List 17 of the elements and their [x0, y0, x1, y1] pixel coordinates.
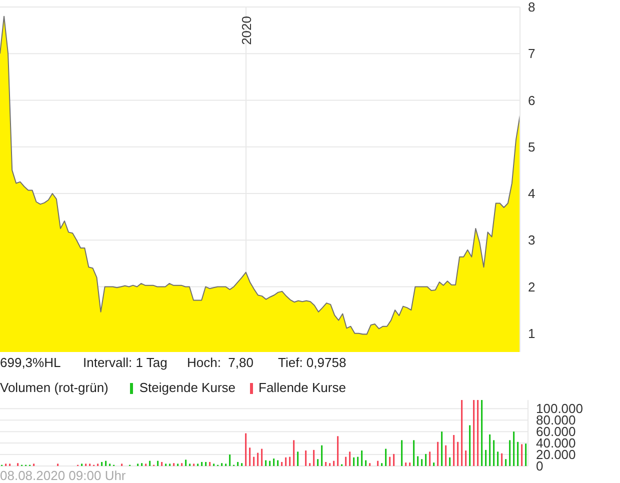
y-tick-label: 6	[528, 92, 536, 108]
y-tick-label: 2	[528, 279, 536, 294]
y-tick-label: 4	[528, 186, 536, 202]
y-tick-label: 3	[528, 232, 536, 248]
text: 08.08.2020 09:00 Uhr	[0, 468, 126, 483]
x-tick-label: 2020	[238, 16, 254, 45]
text: 699,3%HL	[0, 355, 61, 370]
legend-label: Steigende Kurse	[139, 380, 236, 395]
text: Intervall: 1 Tag	[83, 355, 168, 370]
text: Tief: 0,9758	[278, 355, 346, 370]
text: Hoch: 7,80	[187, 355, 254, 370]
y-tick-label: 5	[528, 139, 536, 154]
legend-title: Volumen (rot-grün)	[0, 380, 108, 395]
y-tick-label: 7	[528, 46, 536, 62]
y-tick-label: 8	[528, 0, 536, 15]
legend-label: Fallende Kurse	[258, 380, 346, 395]
y-tick-label: 1	[528, 326, 536, 341]
